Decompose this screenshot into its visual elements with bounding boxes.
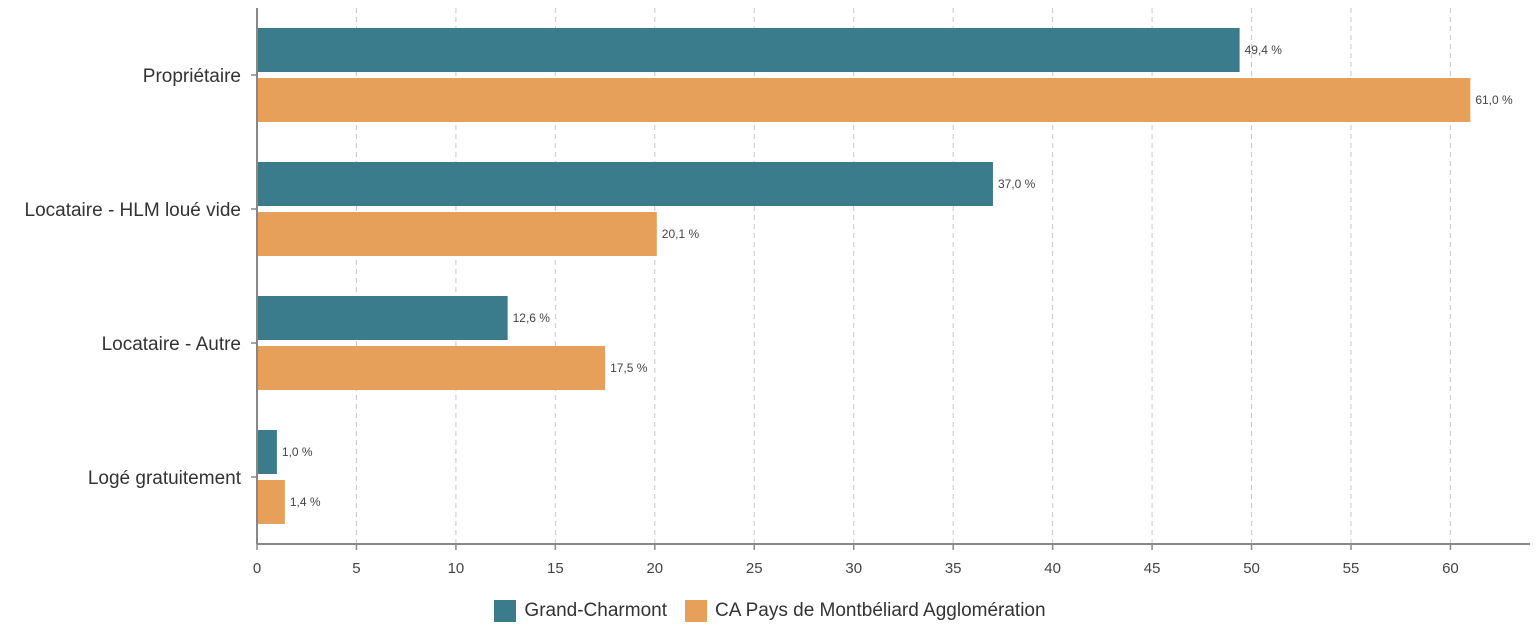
x-tick-label: 50 — [1243, 560, 1260, 577]
data-label: 1,4 % — [290, 495, 321, 509]
bar — [257, 346, 606, 390]
x-tick-label: 35 — [945, 560, 962, 577]
x-tick-label: 25 — [746, 560, 763, 577]
data-label: 20,1 % — [662, 227, 700, 241]
legend-swatch — [684, 600, 707, 622]
x-tick-label: 15 — [547, 560, 564, 577]
category-labels: Propriétaire Locataire - HLM loué vide Loc… — [25, 66, 242, 489]
category-label: Locataire - Autre — [102, 334, 241, 355]
legend-label: CA Pays de Montbéliard Agglomération — [714, 600, 1046, 621]
data-label: 1,0 % — [282, 445, 313, 459]
x-tick-label: 20 — [646, 560, 663, 577]
bar — [257, 480, 285, 524]
tick-labels: 0 5 10 15 20 25 30 35 40 45 50 55 60 — [253, 560, 1459, 577]
data-label: 49,4 % — [1245, 43, 1283, 57]
x-tick-label: 40 — [1044, 560, 1061, 577]
data-label: 17,5 % — [610, 361, 648, 375]
bar — [257, 78, 1471, 122]
category-label: Propriétaire — [143, 66, 241, 87]
legend: Grand-Charmont CA Pays de Montbéliard Ag… — [0, 600, 1540, 622]
legend-swatch — [494, 600, 517, 622]
category-label: Locataire - HLM loué vide — [25, 200, 242, 221]
data-label: 61,0 % — [1475, 93, 1513, 107]
x-tick-label: 10 — [448, 560, 465, 577]
bar — [257, 28, 1240, 72]
x-tick-label: 55 — [1343, 560, 1360, 577]
x-tick-label: 45 — [1144, 560, 1161, 577]
x-tick-label: 0 — [253, 560, 261, 577]
category-label: Logé gratuitement — [88, 468, 242, 489]
x-tick-label: 30 — [845, 560, 862, 577]
legend-label: Grand-Charmont — [524, 600, 667, 621]
legend-item-series-1: CA Pays de Montbéliard Agglomération — [684, 600, 1046, 622]
bar — [257, 296, 508, 340]
bar — [257, 430, 277, 474]
data-label: 37,0 % — [998, 177, 1036, 191]
x-tick-label: 60 — [1442, 560, 1459, 577]
bar — [257, 212, 657, 256]
bar — [257, 162, 993, 206]
data-label: 12,6 % — [513, 311, 551, 325]
axes — [251, 8, 1530, 550]
legend-item-series-0: Grand-Charmont — [494, 600, 667, 622]
bar-chart: 49,4 % 61,0 % 37,0 % 20,1 % 12,6 % 17,5 % 1,0 … — [25, 8, 1530, 577]
value-labels: 49,4 % 61,0 % 37,0 % 20,1 % 12,6 % 17,5 % 1,0 … — [282, 43, 1513, 509]
bars — [257, 28, 1471, 524]
x-tick-label: 5 — [352, 560, 360, 577]
